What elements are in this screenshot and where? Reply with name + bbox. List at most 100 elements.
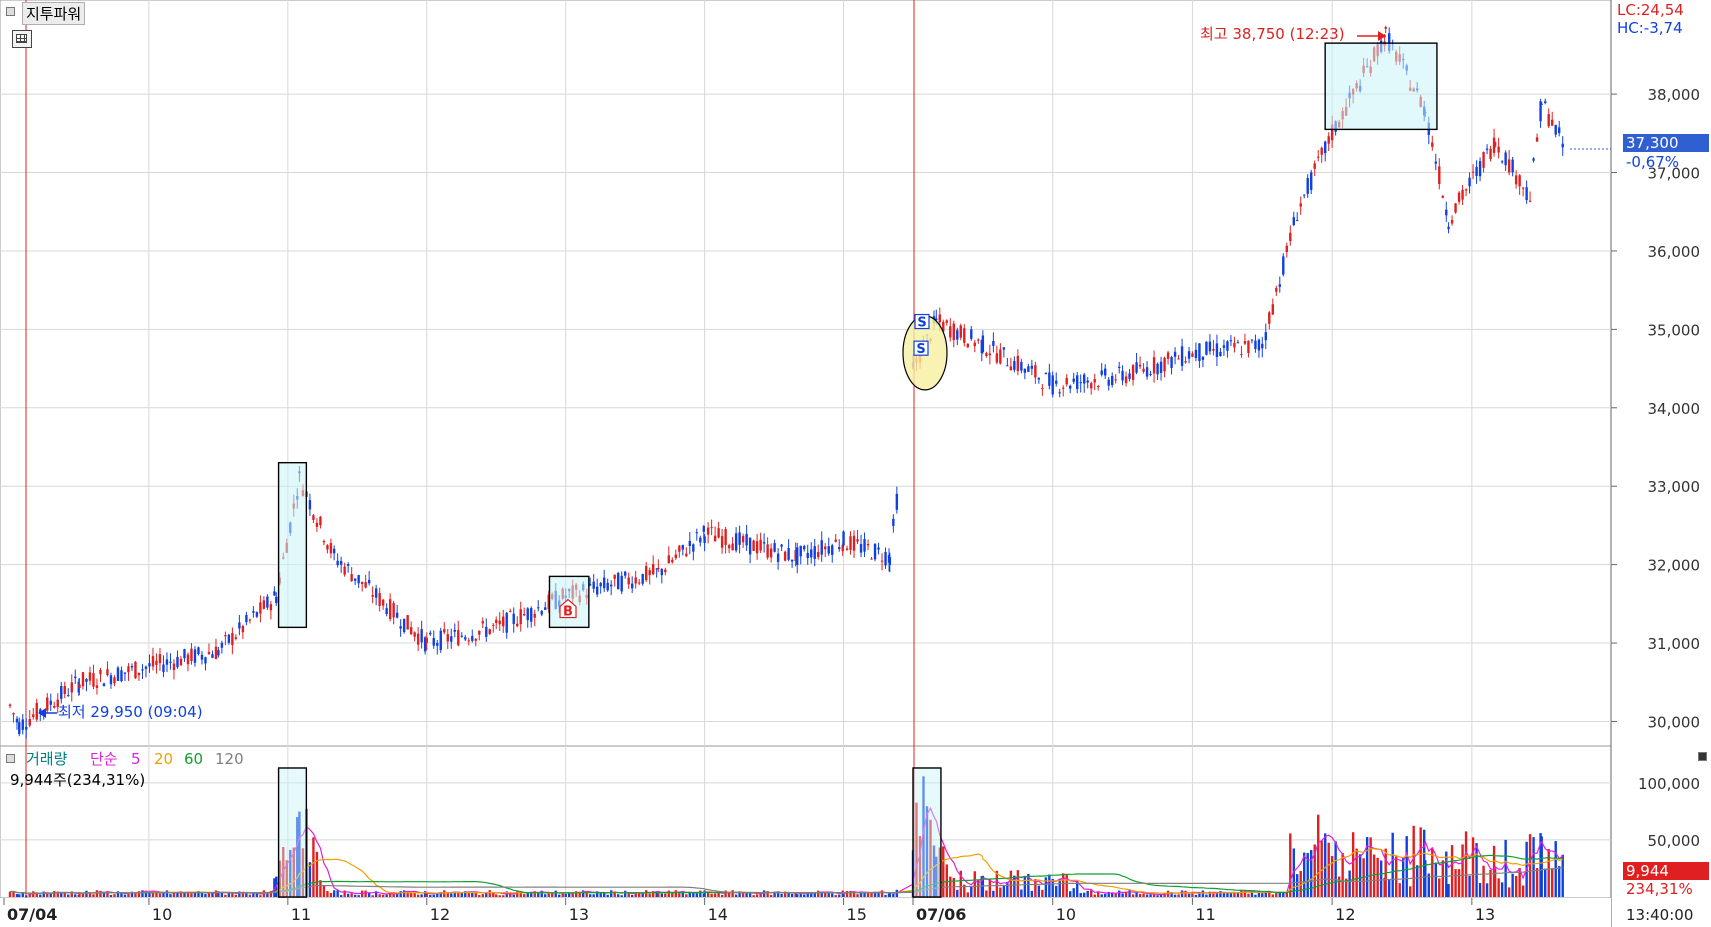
candle-body [1528, 200, 1532, 202]
volume-bar [1163, 893, 1166, 897]
volume-bar [238, 891, 241, 897]
candle-body [1250, 339, 1254, 341]
candle-body [450, 636, 453, 642]
candle-body [409, 627, 413, 635]
volume-bar [1205, 894, 1208, 897]
candle-body [706, 527, 710, 535]
candle-body [1475, 166, 1478, 177]
volume-bar [1048, 874, 1051, 897]
volume-bar [1128, 890, 1131, 897]
volume-bar [1097, 891, 1100, 897]
volume-bar [1058, 879, 1061, 897]
candle-body [824, 546, 827, 550]
time-axis-bg [0, 898, 1611, 927]
volume-bar [1395, 856, 1398, 897]
candle-body [137, 672, 141, 676]
volume-bar [1317, 814, 1320, 897]
sell-marker[interactable] [914, 313, 930, 330]
volume-bar [1478, 883, 1482, 897]
candle-body [1002, 347, 1006, 350]
candle-body [695, 532, 699, 534]
candle-body [392, 603, 395, 618]
volume-bar [1208, 891, 1212, 897]
volume-bar [999, 887, 1002, 897]
candle-body [888, 557, 892, 565]
volume-bar [252, 893, 255, 897]
volume-bar [922, 776, 925, 897]
volume-bar [838, 894, 841, 897]
volume-bar [925, 806, 929, 897]
candle-body [1282, 256, 1285, 275]
candle-body [1271, 304, 1274, 315]
candle-body [1558, 127, 1561, 134]
volume-bar [1468, 875, 1471, 897]
volume-bar [1511, 873, 1514, 897]
volume-panel-icon[interactable] [6, 754, 15, 763]
candle-body [977, 339, 980, 341]
table-grid-icon[interactable] [12, 30, 32, 48]
candle-body [720, 536, 724, 548]
volume-bar [378, 894, 381, 897]
candle-body [780, 544, 783, 547]
candle-body [945, 320, 948, 323]
candle-body [688, 540, 692, 546]
candle-body [214, 646, 218, 660]
candle-body [502, 616, 505, 627]
candle-body [1521, 187, 1525, 189]
candle-body [130, 665, 134, 668]
candle-body [1544, 101, 1547, 103]
volume-bar [1457, 869, 1461, 897]
candle-body [92, 673, 95, 687]
sell-marker[interactable] [913, 340, 929, 356]
candle-body [935, 318, 938, 321]
panel-menu-icon[interactable] [6, 7, 15, 16]
candle-body [641, 574, 644, 584]
buy-marker[interactable] [559, 598, 577, 619]
candle-body [1257, 339, 1261, 351]
candle-body [1497, 146, 1500, 153]
volume-bar [329, 893, 333, 897]
volume-bar [113, 894, 116, 897]
volume-bar [53, 891, 56, 897]
candle-body [443, 629, 446, 633]
signal-box[interactable] [277, 461, 308, 629]
candle-body [485, 626, 488, 637]
candle-body [1062, 387, 1065, 389]
volume-bar [606, 894, 609, 897]
volume-signal-box[interactable] [912, 767, 942, 898]
candle-body [759, 539, 762, 551]
volume-bar [1037, 885, 1041, 897]
volume-bar [1355, 848, 1358, 897]
candle-body [1030, 365, 1034, 369]
indicator-title[interactable]: 지투파워 [22, 2, 86, 25]
candle-body [1511, 159, 1514, 173]
volume-bar [1145, 894, 1149, 897]
volume-bar [1334, 841, 1337, 897]
candle-body [1124, 376, 1128, 384]
candle-body [144, 666, 148, 669]
volume-bar [863, 891, 866, 897]
volume-bar [988, 879, 992, 897]
volume-bar [1215, 892, 1219, 897]
candle-body [367, 579, 371, 584]
volume-bar [699, 890, 702, 897]
candle-body [109, 675, 113, 685]
volume-bar [1445, 851, 1448, 897]
candle-body [308, 500, 312, 510]
candle-body [1097, 386, 1100, 388]
volume-signal-box[interactable] [277, 767, 308, 898]
volume-bar [1482, 865, 1485, 897]
close-panel-icon[interactable] [1698, 752, 1707, 761]
candle-body [460, 635, 463, 637]
candle-body [1027, 366, 1030, 372]
candle-body [381, 599, 385, 606]
volume-bar [995, 870, 999, 897]
signal-box[interactable] [1324, 42, 1438, 131]
candle-body [1020, 361, 1023, 371]
volume-bar [1173, 894, 1177, 897]
candle-body [880, 560, 884, 562]
volume-bar [932, 845, 936, 897]
volume-bar [1124, 891, 1128, 897]
volume-bar [849, 890, 852, 897]
